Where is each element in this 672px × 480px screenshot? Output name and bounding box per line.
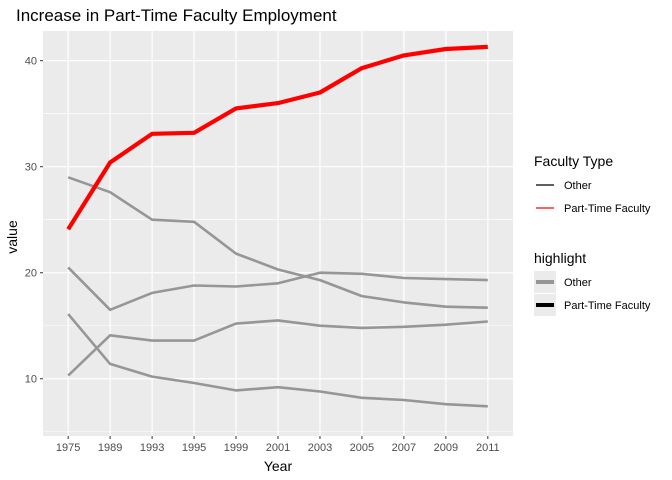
x-tick-label: 2011: [476, 442, 500, 454]
legend-entry-label: Other: [564, 180, 592, 192]
legend-title: highlight: [534, 250, 586, 266]
x-tick-label: 2009: [434, 442, 458, 454]
x-tick-label: 2007: [392, 442, 416, 454]
series-line-other: [67, 313, 488, 408]
y-tick-label: 10: [25, 374, 37, 386]
x-tick-label: 2005: [350, 442, 374, 454]
series-line-part-time-faculty: [66, 44, 488, 231]
legend-title: Faculty Type: [534, 153, 613, 169]
x-tick-label: 1989: [98, 442, 122, 454]
y-tick-label: 20: [25, 268, 37, 280]
series-layer: [66, 44, 488, 408]
grid-major: [43, 31, 513, 436]
series-line-other: [67, 266, 488, 312]
x-tick-label: 1993: [140, 442, 164, 454]
legend-entry-label: Other: [564, 277, 592, 289]
y-tick-label: 40: [25, 56, 37, 68]
y-axis-title: value: [4, 220, 20, 254]
x-tick-label: 2001: [266, 442, 290, 454]
x-tick-label: 1975: [56, 442, 80, 454]
legend-entry-label: Part-Time Faculty: [564, 300, 651, 312]
legend-entry-label: Part-Time Faculty: [564, 203, 651, 215]
x-tick-label: 2003: [308, 442, 332, 454]
legend: Faculty Type Other Part-Time Faculty highli…: [534, 153, 651, 316]
series-line-other: [67, 319, 488, 377]
y-axis: 10 20 30 40: [25, 56, 43, 386]
x-axis-title: Year: [264, 458, 293, 474]
x-tick-label: 1999: [224, 442, 248, 454]
x-tick-label: 1995: [182, 442, 206, 454]
series-line-other: [67, 176, 488, 309]
chart-title: Increase in Part-Time Faculty Employment: [16, 6, 337, 25]
y-tick-label: 30: [25, 162, 37, 174]
x-axis: 1975 1989 1993 1995 1999 2001 2003 2005 2007 2009…: [56, 436, 500, 454]
